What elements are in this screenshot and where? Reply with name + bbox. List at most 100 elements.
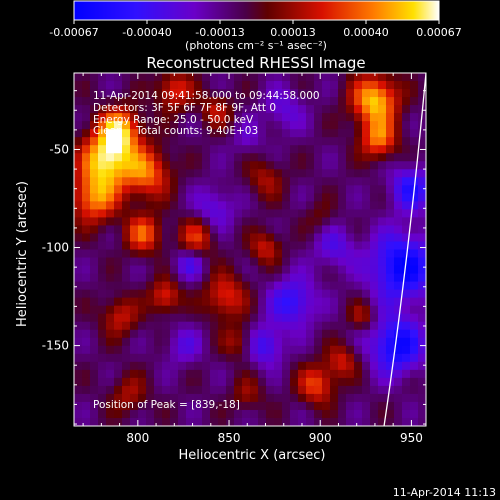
heatmap-cell [122, 161, 131, 170]
heatmap-cell [322, 169, 331, 178]
heatmap-cell [106, 249, 115, 259]
heatmap-cell [378, 297, 387, 307]
heatmap-cell [114, 417, 123, 426]
heatmap-cell [114, 353, 123, 363]
heatmap-cell [298, 201, 307, 210]
heatmap-cell [170, 241, 179, 251]
heatmap-cell [186, 145, 195, 154]
heatmap-cell [386, 89, 395, 98]
heatmap-cell [298, 265, 307, 275]
heatmap-cell [402, 73, 411, 82]
heatmap-cell [234, 401, 243, 411]
heatmap-cell [178, 249, 187, 259]
heatmap-cell [250, 169, 259, 178]
heatmap-cell [170, 105, 179, 114]
heatmap-cell [242, 185, 251, 194]
heatmap-cell [330, 385, 339, 395]
heatmap-cell [370, 97, 379, 106]
heatmap-cell [250, 161, 259, 170]
heatmap-cell [234, 257, 243, 267]
heatmap-cell [314, 161, 323, 170]
heatmap-cell [290, 105, 299, 114]
heatmap-cell [98, 137, 107, 146]
heatmap-cell [210, 209, 219, 219]
heatmap-cell [218, 193, 227, 202]
heatmap-cell [98, 345, 107, 355]
heatmap-cell [274, 345, 283, 355]
heatmap-cell [282, 401, 291, 411]
heatmap-cell [226, 393, 235, 403]
heatmap-cell [274, 305, 283, 315]
heatmap-cell [202, 305, 211, 315]
heatmap-cell [338, 353, 347, 363]
heatmap-cell [154, 217, 163, 227]
heatmap-cell [394, 193, 403, 202]
heatmap-cell [378, 377, 387, 387]
heatmap-cell [378, 161, 387, 170]
heatmap-cell [186, 393, 195, 403]
heatmap-cell [218, 329, 227, 339]
heatmap-cell [154, 265, 163, 275]
heatmap-cell [82, 313, 91, 323]
heatmap-cell [194, 249, 203, 259]
heatmap-cell [370, 409, 379, 419]
heatmap-cell [234, 169, 243, 178]
heatmap-cell [394, 361, 403, 371]
heatmap-cell [402, 209, 411, 219]
heatmap-cell [74, 217, 83, 227]
heatmap-cell [306, 265, 315, 275]
heatmap-cell [394, 201, 403, 210]
heatmap-cell [82, 177, 91, 186]
heatmap-cell [250, 369, 259, 379]
heatmap-cell [210, 265, 219, 275]
heatmap-cell [418, 377, 426, 387]
heatmap-cell [146, 169, 155, 178]
heatmap-cell [98, 225, 107, 235]
heatmap-cell [234, 81, 243, 90]
heatmap-cell [370, 273, 379, 283]
heatmap-cell [322, 137, 331, 146]
heatmap-cell [290, 217, 299, 227]
heatmap-cell [130, 137, 139, 146]
heatmap-cell [202, 105, 211, 114]
heatmap-cell [394, 337, 403, 347]
heatmap-cell [322, 377, 331, 387]
heatmap-cell [362, 193, 371, 202]
heatmap-cell [370, 393, 379, 403]
heatmap-cell [418, 169, 426, 178]
heatmap-cell [354, 305, 363, 315]
heatmap-cell [266, 273, 275, 283]
heatmap-cell [370, 353, 379, 363]
heatmap-cell [234, 97, 243, 106]
heatmap-cell [210, 137, 219, 146]
heatmap-cell [74, 273, 83, 283]
heatmap-cell [146, 393, 155, 403]
heatmap-cell [402, 297, 411, 307]
heatmap-cell [114, 257, 123, 267]
heatmap-cell [250, 353, 259, 363]
heatmap-cell [82, 145, 91, 154]
heatmap-cell [218, 161, 227, 170]
heatmap-cell [394, 241, 403, 251]
heatmap-cell [90, 233, 99, 243]
heatmap-cell [218, 81, 227, 90]
heatmap-cell [226, 137, 235, 146]
heatmap-cell [362, 337, 371, 347]
heatmap-cell [242, 201, 251, 210]
heatmap-cell [114, 97, 123, 106]
heatmap-cell [314, 185, 323, 194]
heatmap-cell [322, 105, 331, 114]
heatmap-cell [418, 233, 426, 243]
heatmap-cell [130, 353, 139, 363]
heatmap-cell [234, 377, 243, 387]
heatmap-cell [354, 209, 363, 219]
heatmap-cell [282, 225, 291, 235]
heatmap-cell [170, 73, 179, 82]
heatmap-cell [258, 369, 267, 379]
heatmap-cell [338, 297, 347, 307]
heatmap-cell [74, 137, 83, 146]
heatmap-cell [418, 393, 426, 403]
heatmap-cell [122, 73, 131, 82]
heatmap-cell [378, 329, 387, 339]
heatmap-cell [338, 105, 347, 114]
